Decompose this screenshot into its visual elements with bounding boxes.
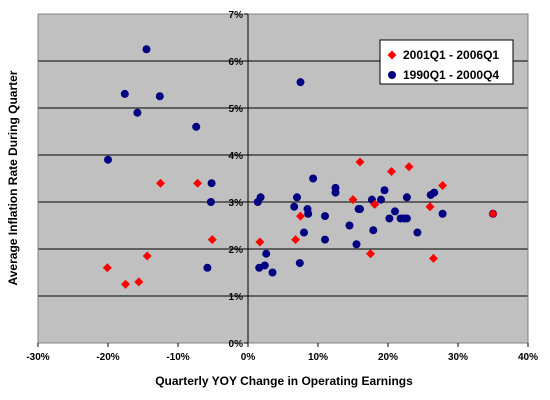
data-point-1990-2000 — [142, 45, 151, 54]
data-point-1990-2000 — [207, 179, 216, 188]
data-point-2001-2006 — [366, 249, 375, 259]
data-point-2001-2006 — [438, 181, 448, 191]
legend-label: 1990Q1 - 2000Q4 — [403, 68, 499, 82]
x-tick-label: 30% — [448, 352, 468, 363]
x-tick-label: -20% — [96, 352, 119, 363]
data-point-2001-2006 — [296, 211, 305, 221]
data-point-2001-2006 — [193, 178, 203, 188]
data-point-1990-2000 — [104, 155, 112, 164]
y-tick-label: 6% — [229, 57, 244, 68]
data-point-1990-2000 — [345, 221, 354, 230]
data-point-1990-2000 — [377, 195, 385, 204]
data-point-1990-2000 — [296, 78, 305, 87]
data-point-1990-2000 — [402, 193, 411, 202]
data-point-1990-2000 — [352, 240, 361, 249]
y-tick-label: 4% — [229, 151, 244, 162]
data-point-2001-2006 — [404, 162, 414, 172]
data-point-2001-2006 — [291, 235, 301, 245]
data-point-2001-2006 — [121, 279, 130, 289]
data-point-1990-2000 — [260, 261, 269, 270]
x-tick-label: 40% — [518, 352, 538, 363]
data-point-1990-2000 — [430, 188, 439, 197]
y-tick-label: 5% — [229, 104, 244, 115]
data-point-1990-2000 — [331, 188, 340, 197]
data-point-1990-2000 — [155, 92, 164, 101]
data-point-1990-2000 — [321, 212, 329, 221]
data-point-1990-2000 — [380, 186, 389, 195]
x-tick-label: -10% — [166, 352, 189, 363]
data-points — [102, 45, 498, 289]
x-tick-label: 20% — [378, 352, 398, 363]
y-tick-label: 3% — [229, 198, 244, 209]
x-tick-label: 10% — [308, 352, 328, 363]
data-point-2001-2006 — [142, 251, 152, 261]
data-point-1990-2000 — [321, 235, 329, 244]
data-point-1990-2000 — [120, 89, 129, 98]
data-point-2001-2006 — [348, 195, 358, 205]
data-point-1990-2000 — [400, 214, 409, 223]
y-axis-ticks: 0% 1% 2% 3% 4% 5% 6% 7% — [229, 10, 248, 350]
x-axis-ticks: -30% -20% -10% 0% 10% 20% 30% 40% — [26, 343, 538, 363]
data-point-1990-2000 — [293, 193, 301, 202]
data-point-2001-2006 — [429, 253, 438, 263]
y-tick-label: 1% — [229, 292, 244, 303]
y-tick-label: 7% — [229, 10, 244, 21]
x-tick-label: 0% — [241, 352, 256, 363]
legend-marker — [388, 71, 396, 79]
data-point-1990-2000 — [391, 207, 399, 216]
data-point-1990-2000 — [268, 268, 277, 277]
legend-marker — [387, 50, 397, 60]
x-axis-title: Quarterly YOY Change in Operating Earnin… — [155, 374, 413, 388]
data-point-2001-2006 — [156, 178, 165, 188]
data-point-1990-2000 — [295, 259, 304, 268]
data-point-1990-2000 — [206, 198, 215, 206]
data-point-2001-2006 — [488, 209, 498, 219]
legend-box — [379, 39, 514, 85]
data-point-1990-2000 — [300, 228, 308, 237]
data-point-1990-2000 — [385, 214, 394, 223]
data-point-1990-2000 — [438, 209, 447, 218]
data-point-2001-2006 — [355, 157, 365, 167]
data-point-2001-2006 — [207, 235, 217, 245]
data-point-2001-2006 — [134, 277, 144, 287]
data-point-2001-2006 — [102, 263, 112, 273]
data-point-1990-2000 — [262, 249, 271, 258]
data-point-1990-2000 — [309, 174, 318, 183]
data-point-2001-2006 — [387, 166, 396, 176]
data-point-2001-2006 — [425, 202, 435, 212]
data-point-2001-2006 — [255, 237, 265, 247]
data-point-1990-2000 — [133, 108, 142, 117]
data-point-1990-2000 — [192, 122, 201, 131]
data-point-1990-2000 — [203, 263, 212, 272]
y-axis-title: Average Inflation Rate During Quarter — [6, 70, 20, 285]
plot-border — [37, 13, 529, 344]
y-tick-label: 0% — [229, 339, 244, 350]
data-point-1990-2000 — [256, 193, 265, 202]
data-point-1990-2000 — [304, 209, 313, 218]
y-tick-label: 2% — [229, 245, 244, 256]
data-point-1990-2000 — [413, 228, 422, 237]
data-point-2001-2006 — [370, 199, 380, 209]
legend-label: 2001Q1 - 2006Q1 — [403, 48, 499, 62]
data-point-1990-2000 — [356, 205, 364, 214]
data-point-1990-2000 — [369, 226, 378, 235]
legend: 2001Q1 - 2006Q1 1990Q1 - 2000Q4 — [379, 39, 514, 85]
data-point-1990-2000 — [290, 202, 299, 211]
x-tick-label: -30% — [26, 352, 49, 363]
